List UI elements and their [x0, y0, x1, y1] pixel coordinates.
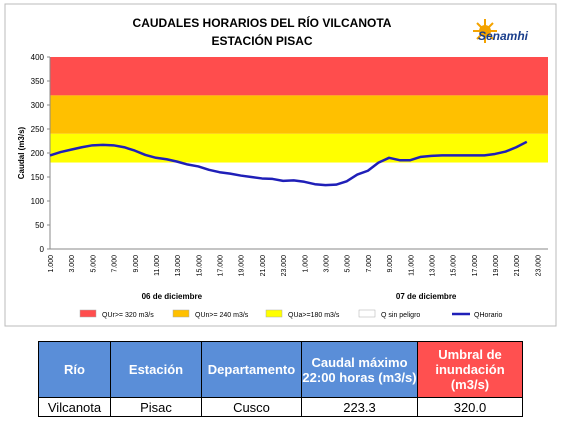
threshold-band — [50, 162, 548, 249]
legend-label: QUr>= 320 m3/s — [102, 312, 154, 319]
cell: Pisac — [110, 397, 202, 417]
legend-label: QHorario — [474, 312, 503, 319]
x-tick-label: 1.000 — [302, 255, 309, 273]
y-tick-label: 350 — [31, 77, 45, 86]
legend-swatch — [358, 309, 376, 318]
x-tick-label: 1.000 — [48, 255, 55, 273]
cell: Cusco — [201, 397, 302, 417]
cell: Vilcanota — [38, 397, 111, 417]
x-tick-label: 13.000 — [175, 255, 182, 277]
x-tick-label: 15.000 — [451, 255, 458, 277]
x-tick-label: 23.000 — [281, 255, 288, 277]
header-cell: Departamento — [201, 341, 302, 398]
x-tick-label: 21.000 — [260, 255, 267, 277]
cell: 223.3 — [301, 397, 418, 417]
chart-title: CAUDALES HORARIOS DEL RÍO VILCANOTA — [133, 15, 392, 30]
legend-label: Q sin peligro — [381, 312, 420, 319]
x-tick-label: 19.000 — [493, 255, 500, 277]
legend-swatch — [79, 309, 97, 318]
x-tick-label: 11.000 — [154, 255, 161, 276]
y-tick-label: 200 — [31, 149, 45, 158]
x-tick-label: 23.000 — [535, 255, 542, 277]
y-tick-label: 250 — [31, 125, 45, 134]
logo-sun-core — [479, 25, 491, 37]
x-group-label: 07 de diciembre — [396, 292, 457, 301]
x-tick-label: 13.000 — [429, 255, 436, 277]
legend-swatch — [265, 309, 283, 318]
legend-swatch — [172, 309, 190, 318]
summary-table: Río Estación Departamento Caudal máximo … — [38, 341, 523, 417]
logo-text: Senamhi — [478, 29, 529, 43]
header-cell: Umbral de inundación (m3/s) — [417, 341, 523, 398]
cell: 320.0 — [417, 397, 523, 417]
x-tick-label: 3.000 — [323, 255, 330, 273]
x-tick-label: 7.000 — [366, 255, 373, 273]
header-cell: Río — [38, 341, 111, 398]
x-tick-label: 17.000 — [218, 255, 225, 277]
header-cell: Caudal máximo 22:00 horas (m3/s) — [301, 341, 418, 398]
chart: CAUDALES HORARIOS DEL RÍO VILCANOTA ESTA… — [4, 3, 557, 327]
chart-subtitle: ESTACIÓN PISAC — [211, 33, 312, 48]
x-tick-label: 3.000 — [69, 255, 76, 273]
x-tick-label: 9.000 — [133, 255, 140, 273]
table-row: Vilcanota Pisac Cusco 223.3 320.0 — [38, 397, 523, 417]
data-line — [49, 140, 528, 187]
threshold-band — [50, 95, 548, 134]
x-group-label: 06 de diciembre — [142, 292, 203, 301]
threshold-band — [50, 133, 548, 163]
logo: Senamhi — [473, 19, 529, 43]
x-tick-label: 19.000 — [239, 255, 246, 277]
x-tick-label: 7.000 — [112, 255, 119, 273]
x-tick-label: 5.000 — [90, 255, 97, 273]
x-tick-label: 21.000 — [514, 255, 521, 277]
y-axis-label: Caudal (m3/s) — [17, 126, 26, 179]
x-tick-label: 15.000 — [196, 255, 203, 277]
y-tick-label: 150 — [31, 173, 45, 182]
y-tick-label: 400 — [31, 53, 45, 62]
x-tick-label: 5.000 — [345, 255, 352, 273]
y-tick-label: 50 — [35, 221, 44, 230]
x-tick-label: 11.000 — [408, 255, 415, 276]
x-tick-label: 9.000 — [387, 255, 394, 273]
header-cell: Estación — [110, 341, 202, 398]
y-tick-label: 300 — [31, 101, 45, 110]
y-tick-label: 0 — [40, 245, 45, 254]
table-header: Río Estación Departamento Caudal máximo … — [38, 341, 523, 398]
legend-label: QUn>= 240 m3/s — [195, 312, 249, 319]
x-tick-label: 17.000 — [472, 255, 479, 277]
y-tick-label: 100 — [31, 197, 45, 206]
legend-label: QUa>=180 m3/s — [288, 312, 340, 319]
threshold-band — [50, 57, 548, 96]
